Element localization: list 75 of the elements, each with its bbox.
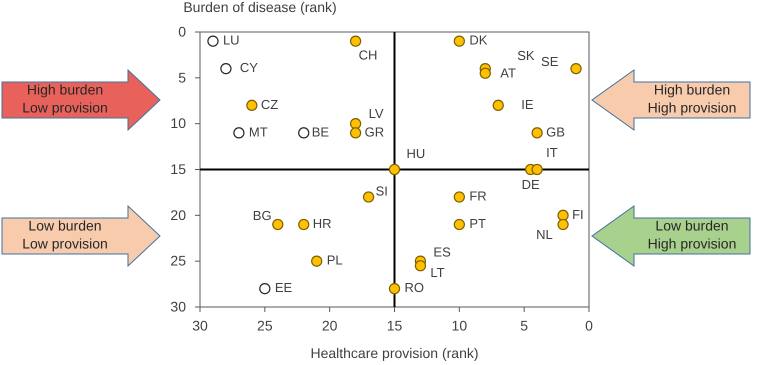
x-tick-label: 10 bbox=[452, 317, 468, 334]
y-tick-label: 20 bbox=[170, 206, 186, 223]
annotation: NL bbox=[536, 226, 553, 242]
annotation: RO bbox=[404, 280, 424, 296]
annotation: ES bbox=[433, 244, 452, 260]
point bbox=[531, 127, 543, 138]
annotation: GB bbox=[546, 124, 565, 140]
point bbox=[350, 118, 362, 130]
y-tick-label: 5 bbox=[178, 69, 186, 86]
y-tick-label: 15 bbox=[170, 160, 186, 177]
annotation: IT bbox=[546, 144, 558, 160]
y-tick-label: 30 bbox=[170, 298, 186, 314]
x-tick-label: 15 bbox=[386, 317, 402, 334]
point bbox=[272, 218, 284, 230]
annotation: MT bbox=[248, 124, 268, 140]
annotation: EE bbox=[274, 280, 293, 296]
arrow-callout: Low burden High provision bbox=[591, 205, 750, 267]
annotation: SI bbox=[376, 183, 388, 198]
point bbox=[388, 283, 400, 294]
point bbox=[220, 63, 232, 74]
point bbox=[414, 260, 426, 272]
x-tick-label: 0 bbox=[585, 317, 594, 334]
y-tick-label: 25 bbox=[170, 252, 186, 269]
point bbox=[233, 127, 245, 138]
point bbox=[388, 164, 400, 176]
annotation: DK bbox=[469, 32, 488, 48]
point bbox=[311, 256, 322, 267]
y-axis-title: Burden of disease (rank) bbox=[183, 0, 337, 15]
y-tick-label: 10 bbox=[170, 115, 186, 132]
point bbox=[570, 63, 582, 74]
annotation: HU bbox=[406, 146, 426, 161]
annotation: LV bbox=[368, 106, 384, 122]
arrow-callout: High burden Low provision bbox=[2, 68, 161, 132]
point bbox=[531, 164, 543, 176]
point bbox=[350, 127, 362, 138]
annotation: PL bbox=[326, 252, 343, 268]
point bbox=[207, 36, 219, 47]
x-axis-title: Healthcare provision (rank) bbox=[310, 345, 479, 361]
arrow-callout: Low burden Low provision bbox=[2, 204, 161, 268]
x-tick-label: 20 bbox=[322, 317, 338, 334]
point bbox=[362, 191, 374, 203]
annotation: FR bbox=[469, 188, 487, 204]
annotation: HR bbox=[312, 216, 332, 231]
x-tick-label: 5 bbox=[520, 317, 528, 334]
annotation: FI bbox=[572, 206, 584, 222]
point bbox=[246, 100, 258, 111]
point bbox=[557, 210, 569, 221]
point bbox=[492, 100, 504, 111]
x-tick-label: 30 bbox=[192, 317, 208, 334]
annotation: SE bbox=[541, 54, 559, 70]
annotation: LT bbox=[430, 265, 445, 280]
annotation: DE bbox=[522, 176, 540, 192]
annotation: CY bbox=[240, 60, 258, 76]
annotation: BE bbox=[312, 124, 330, 140]
x-tick-label: 25 bbox=[257, 317, 273, 334]
point bbox=[454, 218, 465, 230]
point bbox=[454, 36, 465, 47]
annotation: CZ bbox=[260, 96, 278, 112]
annotation: BG bbox=[252, 208, 272, 223]
y-tick-label: 0 bbox=[178, 23, 186, 40]
annotation: SK bbox=[517, 48, 535, 64]
point bbox=[480, 68, 491, 79]
annotation: GR bbox=[364, 124, 384, 140]
annotation: IE bbox=[521, 96, 534, 112]
annotation: CH bbox=[358, 48, 378, 63]
point bbox=[298, 218, 310, 230]
annotation: AT bbox=[500, 66, 516, 81]
annotation: LU bbox=[222, 32, 240, 48]
annotation: PT bbox=[469, 216, 486, 231]
point bbox=[350, 36, 362, 47]
point bbox=[557, 218, 569, 230]
point bbox=[454, 191, 465, 203]
point bbox=[259, 283, 270, 294]
point bbox=[298, 127, 310, 138]
arrow-callout: High burden High provision bbox=[591, 69, 750, 131]
